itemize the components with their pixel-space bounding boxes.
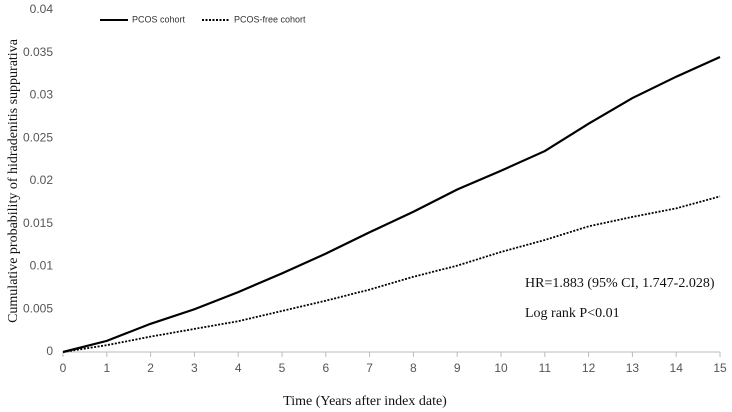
y-tick-label: 0.025	[23, 130, 53, 144]
y-tick-label: 0.01	[30, 259, 54, 273]
x-axis-title: Time (Years after index date)	[283, 394, 447, 409]
x-tick-label: 8	[410, 361, 417, 375]
y-axis-title: Cumulative probability of hidradenitis s…	[6, 38, 21, 323]
x-tick-label: 10	[494, 361, 508, 375]
x-tick-label: 1	[103, 361, 110, 375]
x-tick-label: 3	[191, 361, 198, 375]
annotation: HR=1.883 (95% CI, 1.747-2.028)	[525, 276, 715, 291]
x-tick-label: 11	[539, 361, 552, 375]
x-tick-label: 13	[626, 361, 640, 375]
y-tick-label: 0.035	[23, 45, 53, 59]
y-tick-label: 0.03	[30, 88, 54, 102]
y-tick-label: 0.02	[30, 173, 54, 187]
y-tick-label: 0.015	[23, 216, 53, 230]
legend-label: PCOS-free cohort	[234, 14, 306, 24]
x-tick-label: 4	[235, 361, 242, 375]
line	[62, 56, 721, 354]
x-tick-label: 2	[147, 361, 154, 375]
x-tick-label: 14	[670, 361, 684, 375]
x-tick-label: 9	[454, 361, 461, 375]
annotation: Log rank P<0.01	[525, 306, 620, 321]
x-tick-label: 5	[279, 361, 286, 375]
line	[62, 195, 721, 353]
y-tick-label: 0.04	[30, 2, 54, 16]
x-tick-label: 7	[366, 361, 373, 375]
x-tick-label: 12	[582, 361, 596, 375]
y-tick-label: 0.005	[23, 301, 53, 315]
x-tick-label: 15	[713, 361, 727, 375]
y-tick-label: 0	[46, 344, 53, 358]
x-tick-label: 6	[322, 361, 329, 375]
x-tick-label: 0	[60, 361, 67, 375]
legend-label: PCOS cohort	[132, 14, 186, 24]
